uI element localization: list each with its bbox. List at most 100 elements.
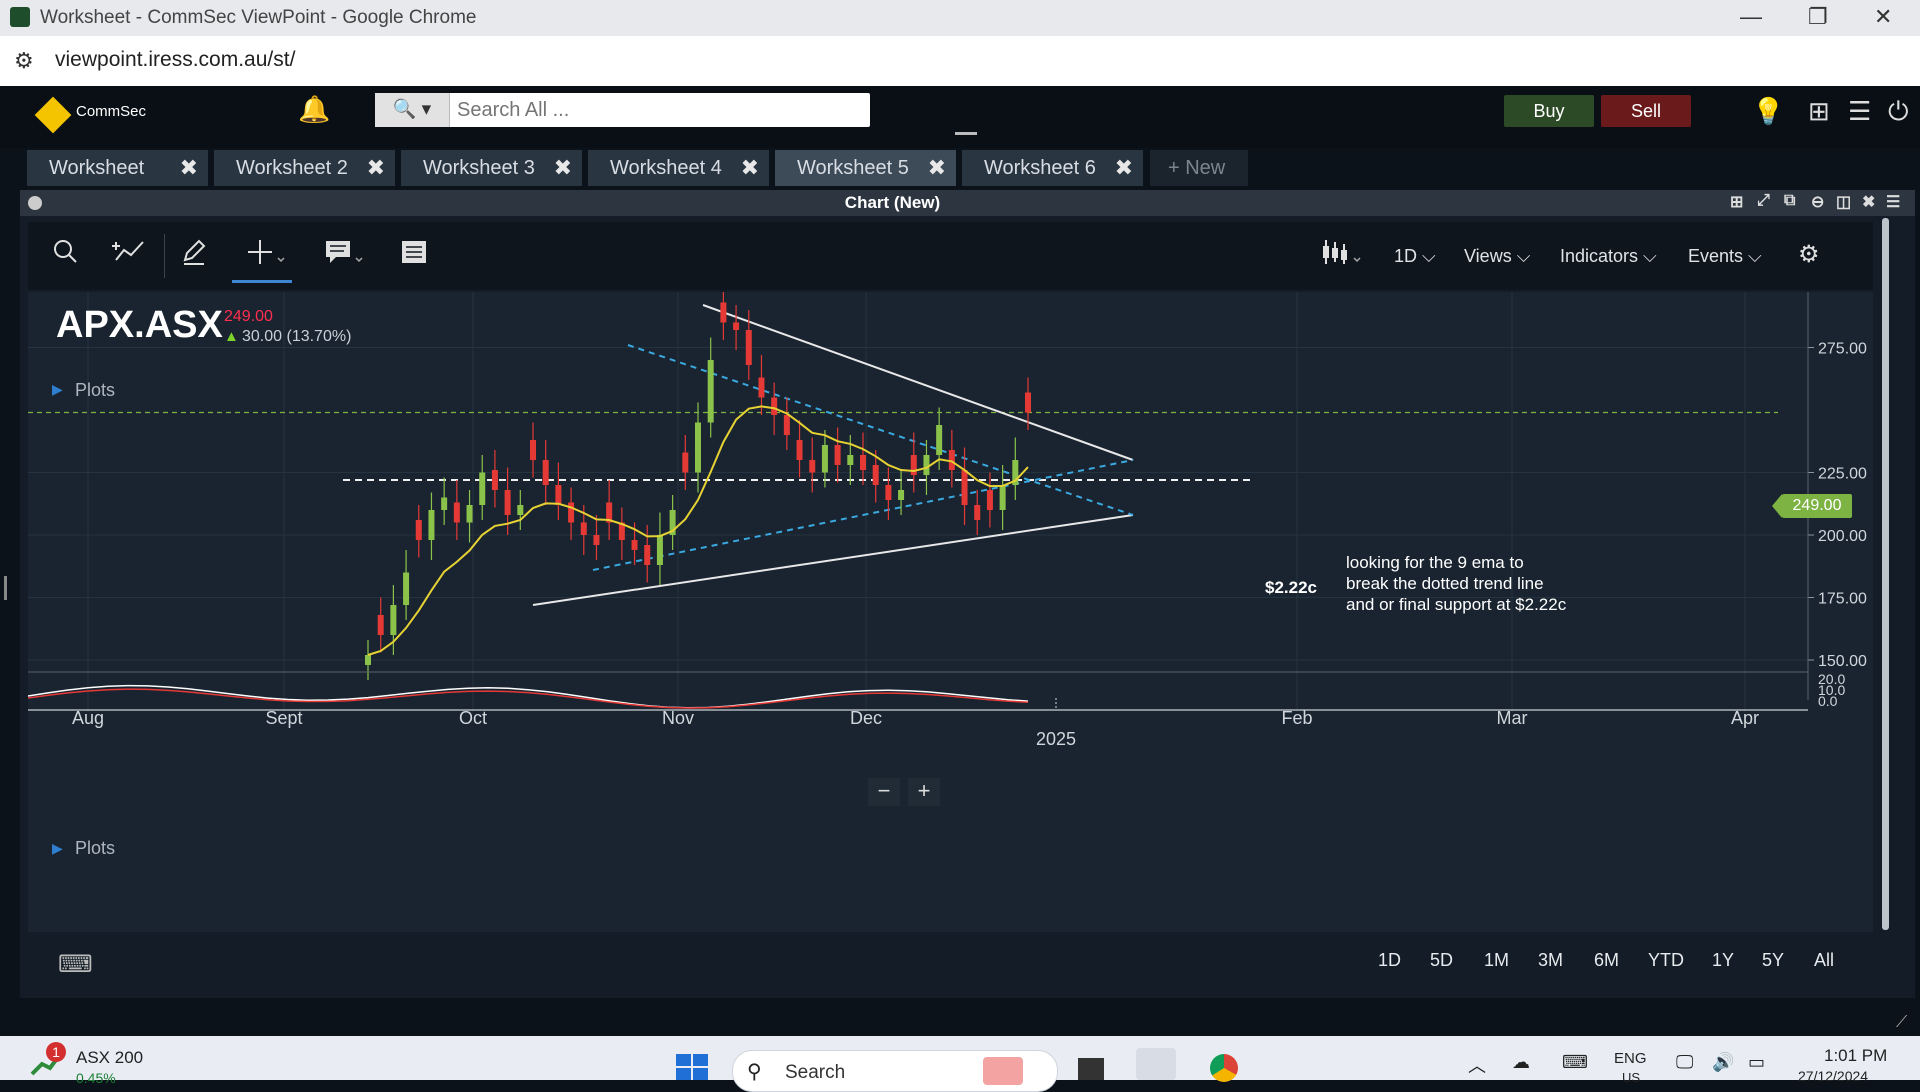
indicator-plots-label[interactable]: Plots (75, 838, 116, 858)
candle-body (834, 445, 841, 465)
close-tab-icon[interactable]: ✖ (927, 155, 946, 180)
candle-body (783, 415, 790, 435)
tab-worksheet-5[interactable]: Worksheet 5 ✖ (775, 150, 956, 186)
clock-time[interactable]: 1:01 PM (1824, 1046, 1888, 1065)
site-settings-icon[interactable]: ⚙ (14, 48, 34, 73)
restore-button[interactable]: ❐ (1808, 4, 1828, 29)
range-6m[interactable]: 6M (1594, 950, 1620, 970)
tab-worksheet-6[interactable]: Worksheet 6 ✖ (962, 150, 1143, 186)
search-icon: ⚲ (747, 1061, 762, 1083)
minimize-button[interactable]: — (1740, 4, 1762, 29)
candle-body (542, 460, 549, 485)
app-header: CommSec 🔔 🔍 ▾ Buy Sell 💡 ⊞ ☰ ⏻ (0, 86, 1920, 148)
close-tab-icon[interactable]: ✖ (553, 155, 572, 180)
indicator-tick-label: 20.0 (1818, 671, 1845, 687)
lightbulb-icon[interactable]: 💡 (1752, 96, 1785, 126)
resize-corner-icon[interactable]: ⟋ (1896, 1014, 1908, 1031)
window-title: Worksheet - CommSec ViewPoint - Google C… (40, 7, 477, 28)
tab-worksheet-2[interactable]: Worksheet 2 ✖ (214, 150, 395, 186)
search-highlight-icon (983, 1057, 1023, 1085)
y-tick-label: 300.00 (1818, 292, 1867, 295)
zoom-in-button[interactable]: + (908, 778, 940, 806)
chart-type-icon[interactable] (1320, 238, 1364, 273)
views-dropdown[interactable]: Views ⌵ (1464, 246, 1531, 266)
taskbar-search[interactable]: ⚲ Search (732, 1050, 1058, 1092)
task-view-icon[interactable] (1078, 1058, 1104, 1080)
panel-close-icon[interactable]: ✖ (1862, 194, 1876, 211)
snipping-tool-icon[interactable] (1136, 1048, 1176, 1080)
settings-gear-icon[interactable]: ⚙ (1798, 241, 1820, 268)
cloud-icon[interactable]: ☁ (1512, 1052, 1530, 1072)
range-all[interactable]: All (1814, 950, 1835, 970)
close-tab-icon[interactable]: ✖ (1114, 155, 1133, 180)
close-window-button[interactable]: ✕ (1874, 4, 1893, 29)
panel-scrollbar[interactable] (1882, 218, 1889, 930)
range-1d[interactable]: 1D (1378, 950, 1402, 970)
dashed-uptrend-line (592, 459, 1134, 571)
language-indicator[interactable]: ENG (1614, 1050, 1647, 1067)
add-icon[interactable]: ⊞ (1808, 96, 1830, 126)
keyboard-icon[interactable]: ⌨ (58, 951, 93, 978)
battery-icon[interactable]: ▭ (1748, 1052, 1766, 1072)
plots-label[interactable]: Plots (75, 380, 116, 400)
tray-expand-icon[interactable]: ︿ (1468, 1056, 1486, 1076)
close-tab-icon[interactable]: ✖ (740, 155, 759, 180)
indicator-add-icon[interactable] (112, 238, 146, 271)
keyboard-tray-icon[interactable]: ⌨ (1562, 1052, 1588, 1072)
search-menu-button[interactable]: 🔍 ▾ (375, 93, 450, 127)
bell-icon[interactable]: 🔔 (298, 94, 331, 124)
indicators-dropdown[interactable]: Indicators ⌵ (1560, 246, 1657, 266)
sell-button[interactable]: Sell (1601, 95, 1691, 127)
search-input[interactable] (455, 96, 859, 124)
new-tab-button[interactable]: + New (1150, 150, 1248, 186)
drag-handle[interactable] (955, 132, 977, 135)
indicator-plots-expand-icon[interactable]: ▶ (52, 840, 63, 856)
range-1m[interactable]: 1M (1484, 950, 1510, 970)
close-tab-icon[interactable]: ✖ (179, 155, 198, 180)
list-icon[interactable] (400, 238, 428, 273)
range-3m[interactable]: 3M (1538, 950, 1564, 970)
panel-popout-icon[interactable]: ⧉ (1784, 192, 1796, 209)
ticker-change: 0.45% (76, 1070, 116, 1086)
last-price-tag: 249.00 (1782, 494, 1852, 518)
panel-menu-icon[interactable]: ☰ (1886, 194, 1901, 211)
panel-minimize-icon[interactable]: ⊖ (1811, 194, 1825, 211)
price-chart[interactable]: 300.00 275.00 225.00 200.00 175.00 150.00 Aug… (28, 292, 1873, 932)
chrome-icon[interactable] (1210, 1054, 1238, 1082)
resize-handle[interactable] (4, 576, 7, 600)
buy-button[interactable]: Buy (1504, 95, 1594, 127)
url-field[interactable]: viewpoint.iress.com.au/st/ (55, 48, 296, 71)
x-tick-label: Dec (850, 708, 882, 728)
power-icon[interactable]: ⏻ (1888, 96, 1909, 126)
range-1y[interactable]: 1Y (1712, 950, 1735, 970)
range-ytd[interactable]: YTD (1648, 950, 1684, 970)
events-dropdown[interactable]: Events ⌵ (1688, 246, 1762, 266)
ticker-name[interactable]: ASX 200 (76, 1048, 144, 1067)
panel-expand-icon[interactable]: ⤢ (1757, 192, 1770, 209)
interval-dropdown[interactable]: 1D ⌵ (1394, 246, 1436, 266)
candle-body (403, 572, 410, 605)
panel-add-icon[interactable]: ⊞ (1730, 194, 1744, 211)
tab-worksheet[interactable]: Worksheet ✖ (27, 150, 208, 186)
comment-icon[interactable] (324, 238, 364, 273)
windows-start-icon[interactable] (674, 1052, 710, 1080)
network-icon[interactable]: 🖵 (1676, 1052, 1694, 1072)
global-search: 🔍 ▾ (375, 93, 870, 127)
candle-body (479, 472, 486, 505)
search-icon[interactable] (52, 238, 78, 271)
zoom-out-button[interactable]: − (868, 778, 900, 806)
plots-expand-icon[interactable]: ▶ (52, 381, 63, 397)
candle-body (390, 605, 397, 635)
menu-icon[interactable]: ☰ (1848, 96, 1872, 126)
tab-worksheet-4[interactable]: Worksheet 4 ✖ (588, 150, 769, 186)
crosshair-icon[interactable] (246, 238, 286, 273)
range-5y[interactable]: 5Y (1762, 950, 1785, 970)
panel-link-icon[interactable] (28, 196, 42, 210)
tab-worksheet-3[interactable]: Worksheet 3 ✖ (401, 150, 582, 186)
x-tick-label: Mar (1497, 708, 1528, 728)
volume-icon[interactable]: 🔊 (1712, 1052, 1735, 1072)
panel-split-icon[interactable]: ◫ (1836, 194, 1852, 211)
range-5d[interactable]: 5D (1430, 950, 1454, 970)
pencil-icon[interactable] (180, 238, 208, 273)
close-tab-icon[interactable]: ✖ (366, 155, 385, 180)
